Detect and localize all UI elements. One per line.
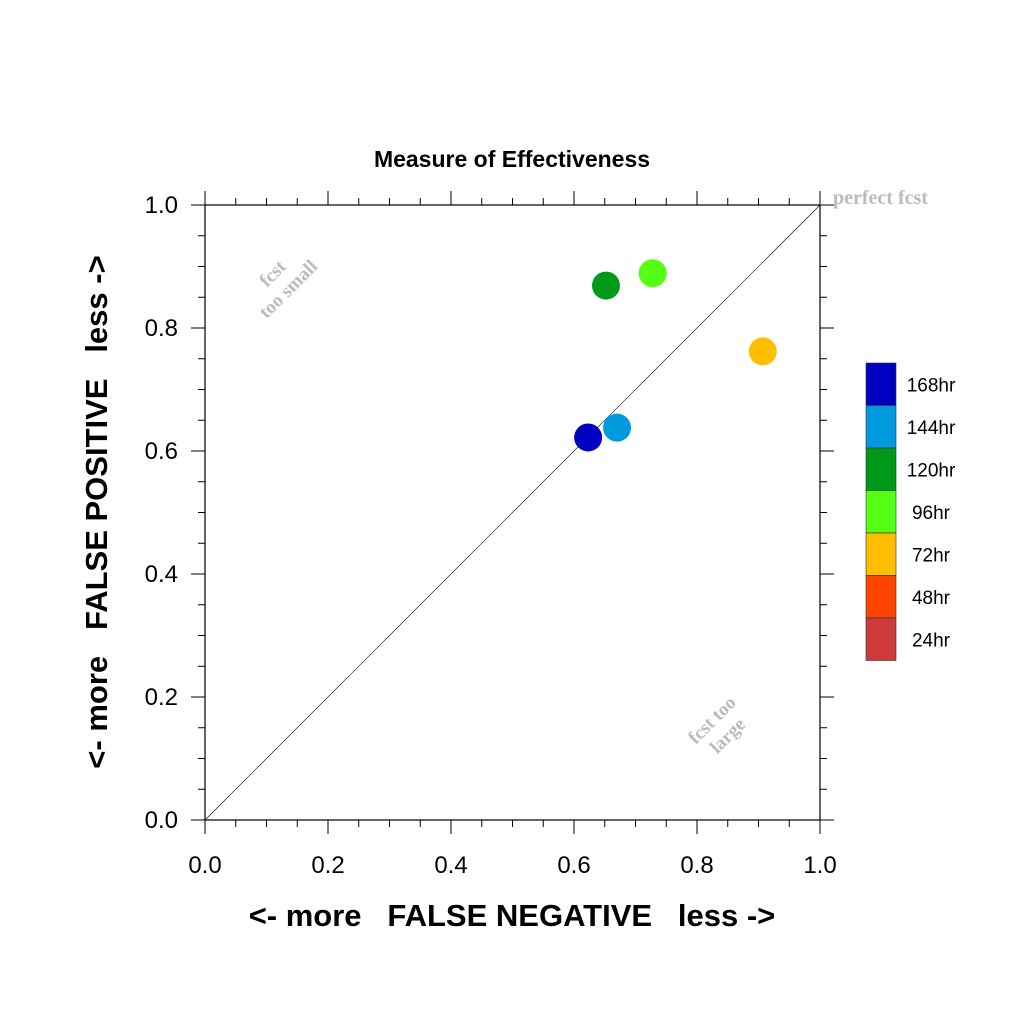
x-tick-label: 0.2 (311, 852, 344, 879)
legend: 168hr 144hr 120hr 96hr 72hr 48hr 24hr (865, 362, 956, 661)
diagonal-line (204, 204, 821, 821)
plot-area: 0.0 0.0 0.2 0.2 0.4 0.4 0.6 0.6 0.8 0.8 1.0 1.0 perf… (145, 187, 929, 879)
x-tick-label: 1.0 (803, 852, 836, 879)
annotation-perfect-fcst: perfect fcst (833, 187, 928, 209)
chart-title: Measure of Effectiveness (374, 146, 650, 172)
legend-swatch-168hr (865, 362, 897, 406)
legend-swatch-48hr (865, 575, 897, 619)
data-point-168hr (574, 423, 603, 452)
data-point-144hr (603, 413, 632, 442)
x-tick-label: 0.6 (557, 852, 590, 879)
legend-label: 144hr (907, 418, 956, 439)
y-tick-label: 0.4 (145, 561, 178, 588)
legend-label: 24hr (912, 630, 951, 651)
legend-label: 48hr (912, 588, 951, 609)
legend-swatch-72hr (865, 532, 897, 576)
legend-label: 96hr (912, 503, 951, 524)
y-axis-label: <- more FALSE POSITIVE less -> (79, 255, 114, 768)
legend-label: 72hr (912, 545, 951, 566)
legend-swatch-120hr (865, 447, 897, 491)
legend-swatch-144hr (865, 405, 897, 449)
data-point-120hr (591, 271, 620, 300)
y-tick-label: 0.0 (145, 807, 178, 834)
x-tick-label: 0.4 (434, 852, 467, 879)
y-tick-label: 1.0 (145, 192, 178, 219)
x-tick-label: 0.0 (188, 852, 221, 879)
y-tick-label: 0.6 (145, 438, 178, 465)
legend-swatch-24hr (865, 617, 897, 661)
data-point-72hr (748, 337, 777, 366)
x-tick-label: 0.8 (680, 852, 713, 879)
legend-label: 168hr (907, 375, 956, 396)
y-tick-label: 0.2 (145, 684, 178, 711)
data-point-96hr (638, 259, 667, 288)
legend-swatch-96hr (865, 490, 897, 534)
legend-label: 120hr (907, 460, 956, 481)
y-tick-label: 0.8 (145, 315, 178, 342)
x-axis-label: <- more FALSE NEGATIVE less -> (249, 898, 776, 933)
